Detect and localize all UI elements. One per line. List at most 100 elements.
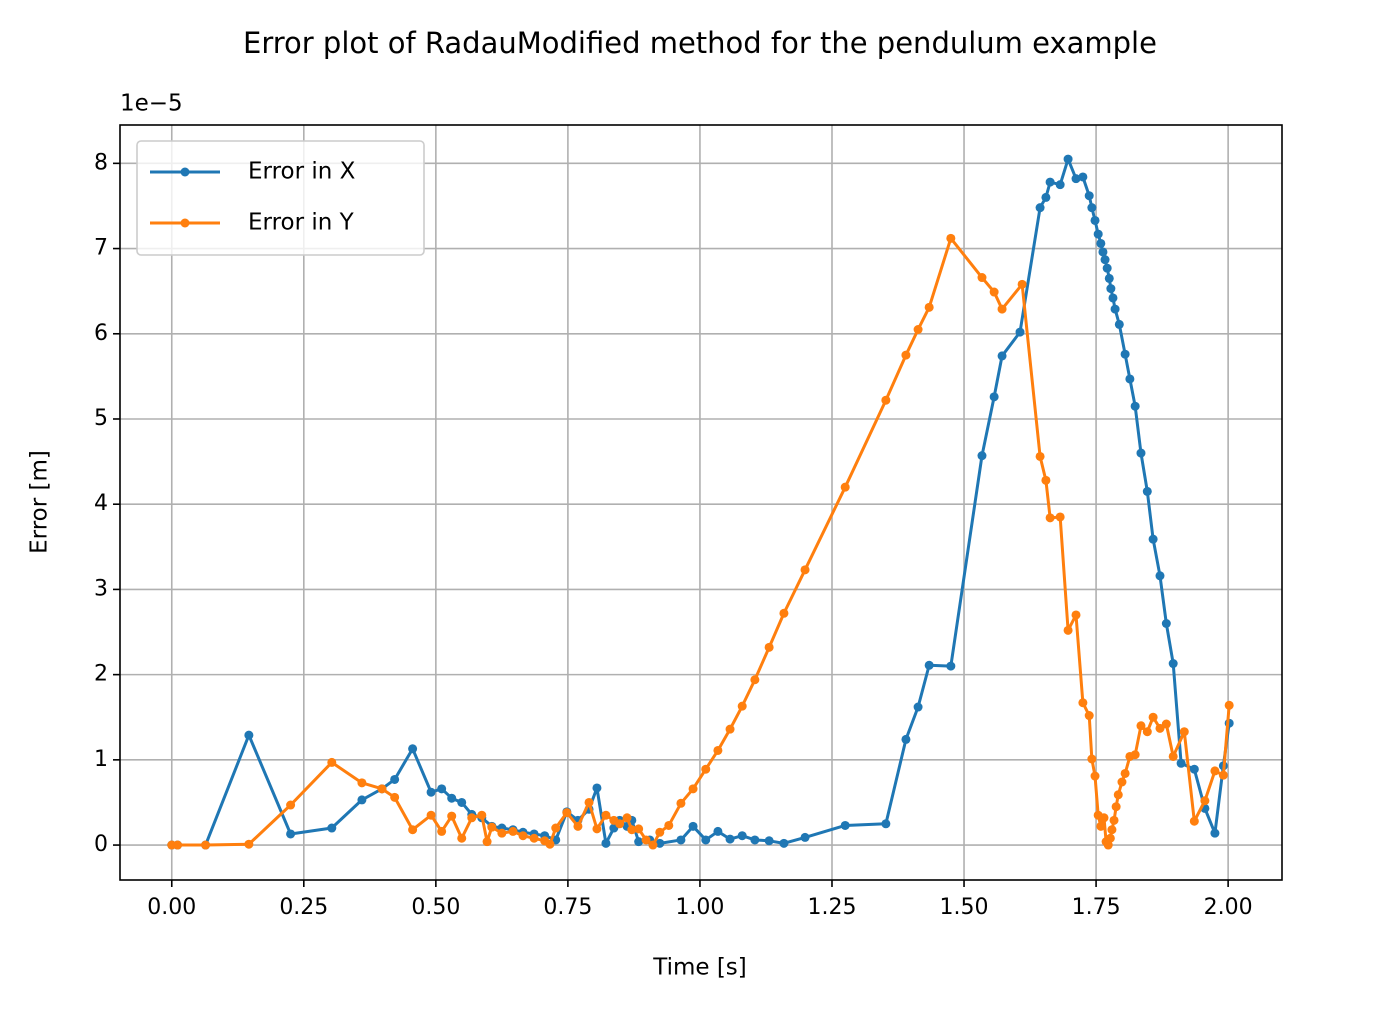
data-point: [1071, 610, 1081, 620]
data-point: [655, 827, 665, 837]
data-point: [1168, 659, 1178, 669]
data-point: [648, 840, 658, 850]
data-point: [634, 837, 644, 847]
data-point: [840, 820, 850, 830]
data-point: [1114, 319, 1124, 329]
data-point: [840, 482, 850, 492]
x-tick-label: 1.00: [675, 895, 724, 920]
data-point: [676, 798, 686, 808]
data-point: [1200, 796, 1210, 806]
data-point: [881, 819, 891, 829]
data-point: [244, 839, 254, 849]
data-point: [989, 392, 999, 402]
data-point: [664, 820, 674, 830]
y-tick-label: 4: [94, 491, 108, 516]
data-point: [1103, 840, 1113, 850]
data-point: [1041, 192, 1051, 202]
data-point: [244, 730, 254, 740]
data-point: [1218, 770, 1228, 780]
y-offset-label: 1e−5: [120, 91, 183, 117]
data-point: [989, 287, 999, 297]
data-point: [437, 826, 447, 836]
data-point: [447, 793, 457, 803]
data-point: [1210, 766, 1220, 776]
legend-label: Error in X: [248, 159, 356, 185]
data-point: [601, 838, 611, 848]
data-point: [737, 831, 747, 841]
data-point: [1035, 203, 1045, 213]
data-point: [551, 823, 561, 833]
data-point: [1189, 764, 1199, 774]
data-point: [779, 838, 789, 848]
data-point: [1108, 293, 1118, 303]
data-point: [713, 826, 723, 836]
data-point: [592, 824, 602, 834]
data-point: [750, 675, 760, 685]
y-axis-label: Error [m]: [27, 450, 53, 554]
data-point: [1071, 174, 1081, 184]
y-tick-label: 3: [94, 576, 108, 601]
x-tick-label: 1.25: [807, 895, 856, 920]
data-point: [688, 784, 698, 794]
data-point: [1063, 625, 1073, 635]
data-point: [977, 451, 987, 461]
data-point: [1117, 777, 1127, 787]
data-point: [779, 608, 789, 618]
data-point: [573, 821, 583, 831]
data-point: [750, 835, 760, 845]
data-point: [655, 838, 665, 848]
data-point: [924, 660, 934, 670]
data-point: [1136, 721, 1146, 731]
data-point: [1015, 327, 1025, 337]
data-point: [1055, 180, 1065, 190]
x-tick-label: 2.00: [1204, 895, 1253, 920]
data-point: [1120, 768, 1130, 778]
data-point: [357, 778, 367, 788]
x-tick-label: 0.00: [147, 895, 196, 920]
data-point: [1096, 238, 1106, 248]
data-point: [457, 797, 467, 807]
data-point: [1055, 512, 1065, 522]
x-axis-label: Time [s]: [652, 955, 747, 981]
y-tick-label: 5: [94, 406, 108, 431]
data-point: [1087, 754, 1097, 764]
data-point: [881, 395, 891, 405]
y-tick-label: 2: [94, 662, 108, 687]
data-point: [529, 833, 539, 843]
data-point: [286, 829, 296, 839]
data-point: [173, 840, 183, 850]
data-point: [764, 642, 774, 652]
data-point: [913, 702, 923, 712]
data-point: [1102, 263, 1112, 273]
data-point: [482, 837, 492, 847]
data-point: [1148, 712, 1158, 722]
data-point: [286, 800, 296, 810]
data-point: [676, 835, 686, 845]
data-point: [1179, 727, 1189, 737]
data-point: [1130, 750, 1140, 760]
data-point: [1096, 821, 1106, 831]
data-point: [1189, 816, 1199, 826]
data-point: [518, 831, 528, 841]
data-point: [1142, 486, 1152, 496]
data-point: [977, 273, 987, 283]
data-point: [390, 774, 400, 784]
data-point: [477, 810, 487, 820]
data-point: [1084, 191, 1094, 201]
data-point: [701, 835, 711, 845]
plot-frame: [119, 124, 1283, 881]
data-point: [426, 787, 436, 797]
data-point: [562, 808, 572, 818]
x-tick-label: 0.50: [411, 895, 460, 920]
data-point: [1087, 203, 1097, 213]
data-point: [487, 822, 497, 832]
data-point: [447, 811, 457, 821]
data-point: [357, 795, 367, 805]
data-point: [901, 734, 911, 744]
data-point: [408, 825, 418, 835]
y-tick-label: 8: [94, 150, 108, 175]
data-point: [601, 810, 611, 820]
legend-label: Error in Y: [248, 210, 355, 236]
data-point: [615, 819, 625, 829]
data-point: [1224, 700, 1234, 710]
